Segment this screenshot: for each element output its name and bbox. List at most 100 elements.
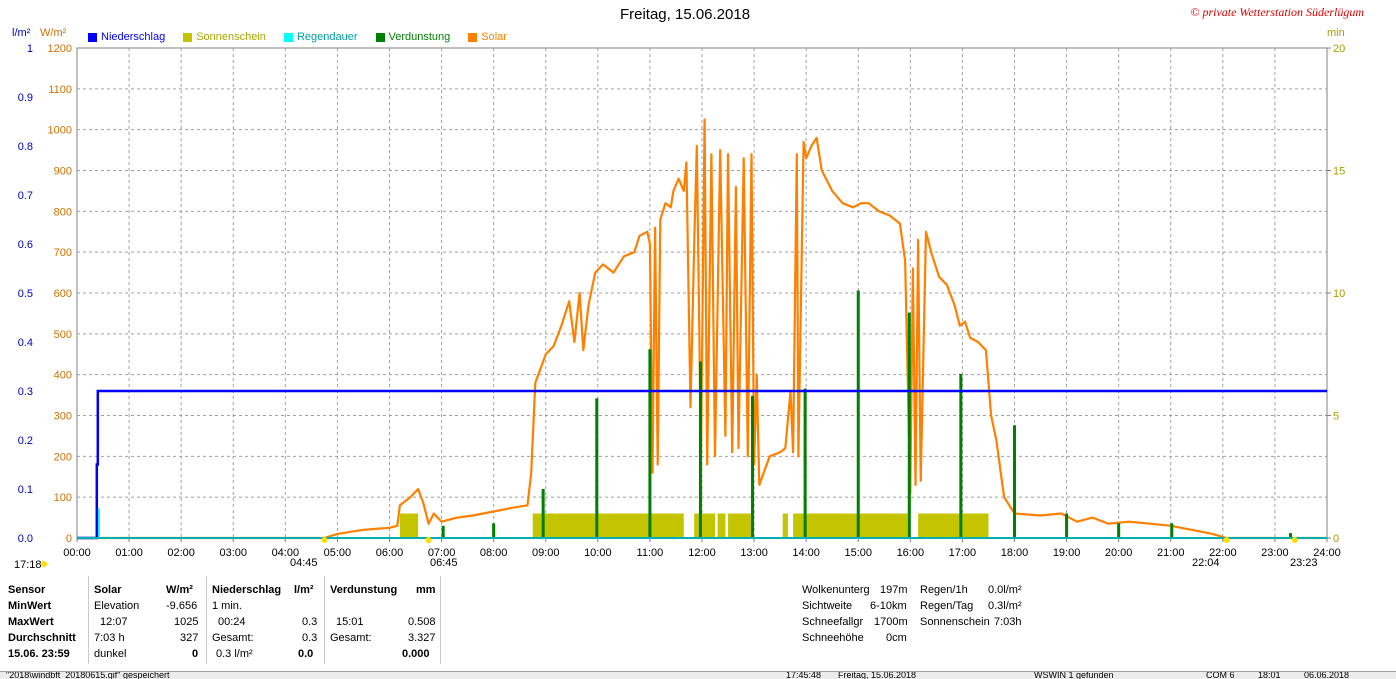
legend-label: Regendauer (296, 31, 358, 43)
tick-label-solar: 1200 (48, 43, 72, 55)
tick-label-solar: 100 (54, 492, 72, 504)
tick-label-rain: 0.2 (18, 435, 33, 447)
schneefallgr-value: 1700m (874, 616, 908, 628)
unit-right-min: min (1327, 27, 1345, 39)
evaporation-bar (959, 373, 963, 538)
tick-label-minutes: 10 (1333, 288, 1345, 300)
tick-label-hour: 16:00 (897, 547, 925, 559)
evaporation-bar (803, 388, 807, 538)
tick-label-hour: 07:00 (428, 547, 456, 559)
sun-marker-label: 23:23 (1290, 557, 1318, 569)
rain-min-label: 1 min. (212, 600, 242, 612)
legend-item-solar: Solar (468, 31, 507, 43)
rain-max-time: 00:24 (218, 616, 246, 628)
sun-marker-label: 04:45 (290, 557, 318, 569)
tick-label-hour: 00:00 (63, 547, 91, 559)
rain-unit: l/m² (294, 584, 314, 596)
legend-label: Sonnenschein (196, 31, 266, 43)
unit-left-rain: l/m² (12, 27, 31, 39)
rain-now-value: 0.0 (298, 648, 314, 660)
tick-label-solar: 1000 (48, 125, 72, 137)
sunshine-bar (793, 513, 908, 538)
regen-tag-value: 0.3l/m² (988, 600, 1022, 612)
tick-label-hour: 24:00 (1313, 547, 1341, 559)
tick-label-solar: 600 (54, 288, 72, 300)
status-file: "2018\windbft_20180615.gif" gespeichert (6, 671, 170, 679)
tick-label-rain: 0.8 (18, 141, 33, 153)
rain-avg-value: 0.3 (302, 632, 318, 644)
tick-label-hour: 10:00 (584, 547, 612, 559)
legend-label: Verdunstung (388, 31, 451, 43)
evaporation-bar (492, 523, 496, 538)
wolkenunterg-value: 197m (880, 584, 908, 596)
solar-min-label: Elevation (94, 600, 140, 612)
tick-label-hour: 08:00 (480, 547, 508, 559)
evaporation-bar (441, 525, 445, 538)
chart-title: Freitag, 15.06.2018 (619, 6, 751, 23)
status-date2: 06.06.2018 (1304, 671, 1350, 679)
current-time-label: 15.06. 23:59 (8, 648, 70, 660)
sensor-header: Sensor (8, 584, 46, 596)
durchschnitt-label: Durchschnitt (8, 632, 76, 644)
tick-label-hour: 17:00 (949, 547, 977, 559)
evap-header: Verdunstung (330, 584, 398, 596)
tick-label-solar: 1100 (48, 84, 72, 96)
tick-label-solar: 200 (54, 451, 72, 463)
solar-max-time: 12:07 (100, 616, 128, 628)
stats-panel: Sensor MinWert MaxWert Durchschnitt 15.0… (4, 576, 1366, 670)
tick-label-solar: 800 (54, 206, 72, 218)
maxwert-label: MaxWert (8, 616, 54, 628)
tick-label-hour: 03:00 (219, 547, 247, 559)
tick-label-solar: 500 (54, 329, 72, 341)
tick-label-hour: 14:00 (792, 547, 820, 559)
evap-avg-value: 3.327 (408, 632, 436, 644)
legend-swatch (183, 32, 193, 42)
weather-chart: 0.00.10.20.30.40.50.60.70.80.91010020030… (14, 43, 1345, 571)
evaporation-bar (1170, 523, 1174, 538)
evap-now-value: 0.000 (402, 648, 430, 660)
wolkenunterg-label: Wolkenunterg (802, 584, 870, 596)
tick-label-hour: 04:00 (272, 547, 300, 559)
solar-now-label: dunkel (94, 648, 127, 660)
legend-item-regendauer: Regendauer (283, 31, 358, 43)
evaporation-bar (1289, 533, 1293, 538)
status-com: COM 6 (1206, 671, 1235, 679)
sun-marker-dot (41, 561, 47, 567)
legend-label: Solar (481, 31, 507, 43)
tick-label-solar: 400 (54, 370, 72, 382)
tick-label-hour: 01:00 (115, 547, 143, 559)
unit-left-solar: W/m² (40, 27, 67, 39)
sunshine-bar (728, 513, 752, 538)
legend-swatch (375, 32, 385, 42)
evaporation-bar (1065, 513, 1069, 538)
legend-item-niederschlag: Niederschlag (88, 31, 165, 43)
sonnenschein-value: 7:03h (994, 616, 1022, 628)
tick-label-rain: 0.5 (18, 288, 33, 300)
status-clock: 18:01 (1258, 671, 1281, 679)
tick-label-minutes: 0 (1333, 533, 1339, 545)
rain-header: Niederschlag (212, 584, 282, 596)
tick-label-minutes: 5 (1333, 411, 1339, 423)
rain-duration-bar (97, 508, 100, 538)
sunshine-bar (532, 513, 684, 538)
tick-label-hour: 22:00 (1209, 547, 1237, 559)
tick-label-solar: 300 (54, 411, 72, 423)
tick-label-hour: 18:00 (1001, 547, 1029, 559)
tick-label-hour: 23:00 (1261, 547, 1289, 559)
solar-unit: W/m² (166, 584, 193, 596)
legend-item-sonnenschein: Sonnenschein (183, 31, 266, 43)
solar-line (77, 118, 1327, 540)
evap-max-time: 15:01 (336, 616, 364, 628)
solar-avg-label: 7:03 h (94, 632, 125, 644)
status-time: 17:45:48 (786, 671, 822, 679)
tick-label-hour: 09:00 (532, 547, 560, 559)
evap-avg-label: Gesamt: (330, 632, 372, 644)
legend-item-verdunstung: Verdunstung (375, 31, 451, 43)
tick-label-rain: 1 (27, 43, 33, 55)
sun-marker-dot (1223, 537, 1230, 543)
evaporation-bar (751, 395, 755, 538)
sichtweite-label: Sichtweite (802, 600, 853, 612)
evaporation-bar (541, 489, 545, 538)
tick-label-minutes: 15 (1333, 166, 1345, 178)
evaporation-bar (648, 349, 652, 538)
